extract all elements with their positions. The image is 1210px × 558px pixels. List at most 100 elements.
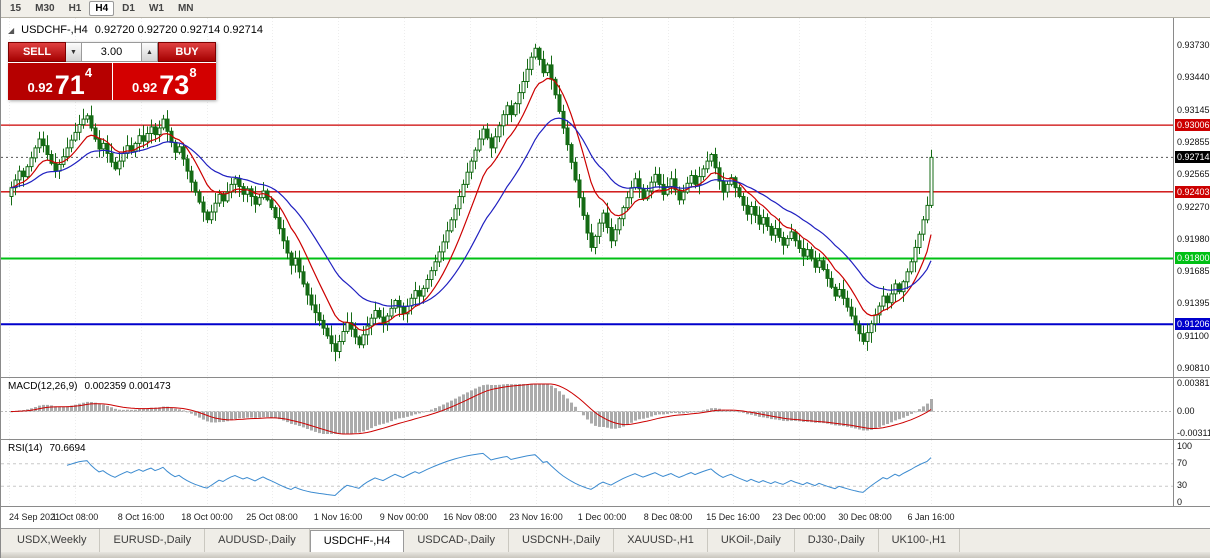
rsi-axis-label: 0: [1177, 497, 1183, 507]
macd-panel[interactable]: MACD(12,26,9) 0.002359 0.001473: [1, 377, 1173, 440]
buy-button[interactable]: BUY: [158, 42, 216, 62]
time-axis-label: 18 Oct 00:00: [181, 512, 233, 522]
chart-tab-audusd-daily[interactable]: AUDUSD-,Daily: [205, 529, 310, 552]
time-axis-label: 23 Dec 00:00: [772, 512, 826, 522]
panel-separator: [1174, 439, 1210, 440]
price-axis-label: 0.90810: [1177, 363, 1210, 373]
rsi-panel[interactable]: RSI(14) 70.6694: [1, 439, 1173, 507]
chart-tab-xauusd-h1[interactable]: XAUUSD-,H1: [614, 529, 708, 552]
time-axis-label: 6 Jan 16:00: [907, 512, 955, 522]
chart-header: ◢ USDCHF-,H4 0.92720 0.92720 0.92714 0.9…: [8, 24, 263, 36]
chevron-up-icon: ▲: [146, 48, 153, 56]
price-line-label: 0.92403: [1175, 186, 1210, 198]
buy-price-box[interactable]: 0.92 73 8: [112, 63, 216, 101]
chart-tab-usdcad-daily[interactable]: USDCAD-,Daily: [404, 529, 509, 552]
rsi-axis-label: 70: [1177, 458, 1188, 468]
sell-price-box[interactable]: 0.92 71 4: [8, 63, 112, 100]
rsi-axis-label: 30: [1177, 480, 1188, 490]
rsi-value: 70.6694: [49, 443, 86, 454]
time-axis-label: 1 Dec 00:00: [577, 512, 627, 522]
price-axis-label: 0.92270: [1177, 202, 1210, 212]
price-axis-label: 0.93440: [1177, 72, 1210, 82]
chart-tab-eurusd-daily[interactable]: EURUSD-,Daily: [100, 529, 206, 552]
time-axis[interactable]: 24 Sep 2021 1 Oct 08:00 8 Oct 16:00 18 Oct …: [1, 506, 1210, 528]
main-chart-panel[interactable]: ◢ USDCHF-,H4 0.92720 0.92720 0.92714 0.9…: [1, 18, 1173, 377]
trade-prices-row: 0.92 71 4 0.92 73 8: [8, 63, 216, 100]
time-axis-label: 8 Oct 16:00: [117, 512, 165, 522]
buy-price-big-digits: 73: [159, 70, 190, 101]
price-axis-label: 0.91100: [1177, 331, 1209, 341]
chart-tab-usdx-weekly[interactable]: USDX,Weekly: [4, 529, 101, 552]
price-axis-label: 0.91395: [1177, 298, 1210, 308]
rsi-axis-label: 100: [1177, 441, 1193, 451]
price-axis-column[interactable]: 0.93730 0.93440 0.93145 0.92855 0.92565 0.922…: [1173, 18, 1210, 507]
price-axis-label: 0.93730: [1177, 40, 1210, 50]
price-axis-label: 0.93145: [1177, 105, 1210, 115]
sell-button[interactable]: SELL: [8, 42, 66, 62]
macd-plot: [1, 378, 1173, 440]
ma-slow-line: [10, 117, 932, 307]
candlestick-chart: [1, 18, 1173, 377]
macd-name: MACD(12,26,9): [8, 381, 78, 392]
price-line-label: 0.92714: [1175, 151, 1210, 163]
sell-price-pipette: 4: [84, 65, 93, 80]
price-axis-label: 0.92565: [1177, 169, 1210, 179]
rsi-name: RSI(14): [8, 443, 43, 454]
chart-tab-ukoil-daily[interactable]: UKOil-,Daily: [708, 529, 795, 552]
macd-axis-label: 0.00381: [1177, 378, 1210, 388]
macd-histogram: [10, 384, 933, 434]
chart-tab-dj30-daily[interactable]: DJ30-,Daily: [795, 529, 879, 552]
chevron-down-icon: ▼: [70, 48, 77, 56]
time-axis-label: 15 Dec 16:00: [706, 512, 760, 522]
buy-price-pipette: 8: [189, 65, 197, 80]
time-axis-label: 8 Dec 08:00: [643, 512, 693, 522]
symbol-title: USDCHF-,H4: [21, 24, 88, 36]
time-axis-label: 23 Nov 16:00: [509, 512, 563, 522]
timeframe-button-h1[interactable]: H1: [68, 3, 82, 14]
timeframe-button-w1[interactable]: W1: [148, 3, 164, 14]
timeframe-button-mn[interactable]: MN: [177, 3, 194, 14]
volume-input[interactable]: [82, 42, 142, 62]
window-bottom-edge: [1, 552, 1210, 558]
price-line-label: 0.91800: [1175, 252, 1210, 264]
buy-price-prefix: 0.92: [131, 80, 158, 95]
time-axis-label: 9 Nov 00:00: [379, 512, 429, 522]
ma-fast-line: [10, 77, 932, 332]
timeframe-button-h4[interactable]: H4: [89, 1, 115, 16]
time-axis-label: 16 Nov 08:00: [443, 512, 497, 522]
timeframe-button-m30[interactable]: M30: [35, 3, 55, 14]
one-click-trading-panel: SELL ▼ ▲ BUY 0.92 71 4 0.92 73 8: [8, 42, 216, 100]
macd-axis-label: 0.00: [1177, 406, 1195, 416]
chart-tab-usdcnh-daily[interactable]: USDCNH-,Daily: [509, 529, 615, 552]
time-axis-label: 1 Nov 16:00: [313, 512, 363, 522]
macd-values: 0.002359 0.001473: [84, 381, 171, 392]
macd-axis-label: -0.00311: [1177, 428, 1210, 438]
sell-price-prefix: 0.92: [27, 80, 53, 95]
time-axis-label: 1 Oct 08:00: [51, 512, 99, 522]
timeframe-button-15[interactable]: 15: [10, 3, 22, 14]
panel-separator: [1174, 377, 1210, 378]
trade-buttons-row: SELL ▼ ▲ BUY: [8, 42, 216, 62]
rsi-line: [66, 452, 932, 497]
timeframe-button-d1[interactable]: D1: [122, 3, 135, 14]
ohlc-values: 0.92720 0.92720 0.92714 0.92714: [94, 24, 263, 36]
timeframe-toolbar: 15 M30 H1 H4 D1 W1 MN: [1, 0, 1210, 18]
price-axis-label: 0.91980: [1177, 234, 1210, 244]
rsi-label: RSI(14) 70.6694: [8, 443, 86, 454]
volume-decrease-button[interactable]: ▼: [66, 42, 82, 62]
chart-tab-usdchf-h4[interactable]: USDCHF-,H4: [309, 530, 405, 552]
macd-signal-line: [10, 383, 932, 435]
price-axis-label: 0.91685: [1177, 266, 1210, 276]
time-axis-label: 25 Oct 08:00: [246, 512, 298, 522]
time-axis-label: 24 Sep 2021: [9, 512, 61, 522]
price-line-label: 0.91206: [1175, 318, 1210, 330]
chart-tab-uk100-h1[interactable]: UK100-,H1: [879, 529, 961, 552]
sell-price-big-digits: 71: [54, 70, 85, 101]
volume-increase-button[interactable]: ▲: [142, 42, 158, 62]
price-line-label: 0.93006: [1175, 119, 1210, 131]
price-axis-label: 0.92855: [1177, 137, 1210, 147]
chart-tab-bar: USDX,Weekly EURUSD-,Daily AUDUSD-,Daily USD…: [1, 528, 1210, 552]
quick-nav-icon[interactable]: ◢: [8, 25, 15, 35]
rsi-plot: [1, 440, 1173, 507]
